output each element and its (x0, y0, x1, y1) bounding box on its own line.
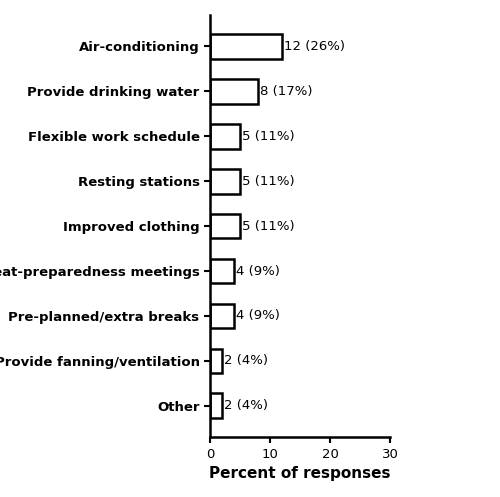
Bar (210, 79, 258, 104)
Text: 5 (11%): 5 (11%) (242, 130, 295, 143)
Text: 5 (11%): 5 (11%) (242, 175, 295, 188)
Text: 12 (26%): 12 (26%) (284, 40, 346, 53)
Bar (210, 124, 240, 149)
Text: 8 (17%): 8 (17%) (260, 85, 313, 98)
Bar (210, 259, 234, 283)
Bar (210, 348, 222, 373)
Text: 5 (11%): 5 (11%) (242, 220, 295, 233)
Text: 2 (4%): 2 (4%) (224, 399, 268, 413)
Bar (210, 304, 234, 329)
Bar (210, 214, 240, 239)
Text: 2 (4%): 2 (4%) (224, 354, 268, 367)
X-axis label: Percent of responses: Percent of responses (209, 466, 391, 481)
Text: 4 (9%): 4 (9%) (236, 264, 281, 277)
Bar (210, 34, 282, 59)
Bar (210, 394, 222, 418)
Bar (210, 169, 240, 193)
Text: 4 (9%): 4 (9%) (236, 310, 281, 323)
